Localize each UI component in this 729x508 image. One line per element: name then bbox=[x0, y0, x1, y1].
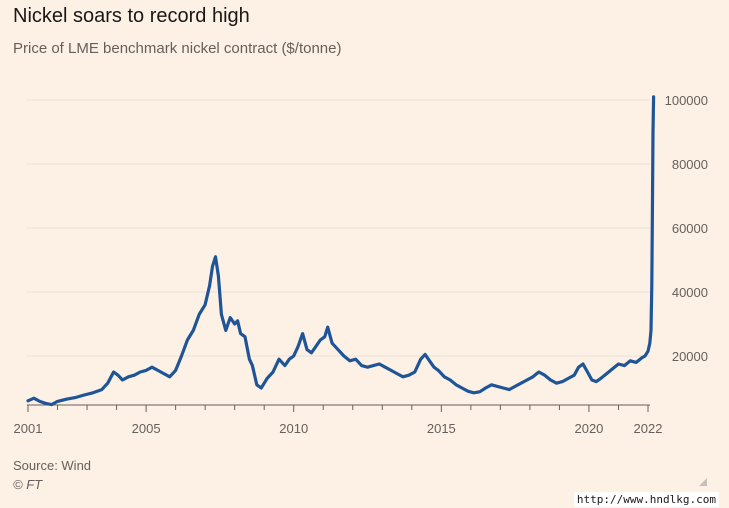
y-tick-label: 80000 bbox=[672, 157, 708, 172]
chart-subtitle: Price of LME benchmark nickel contract (… bbox=[13, 40, 342, 57]
resize-handle-icon[interactable] bbox=[699, 478, 707, 486]
watermark-url: http://www.hndlkg.com bbox=[573, 492, 719, 507]
y-tick-label: 60000 bbox=[672, 221, 708, 236]
y-tick-label: 100000 bbox=[665, 93, 708, 108]
x-tick-label: 2005 bbox=[132, 421, 161, 436]
series-line-nickel-price bbox=[26, 95, 656, 407]
x-tick-label: 2010 bbox=[279, 421, 308, 436]
y-tick-label: 20000 bbox=[672, 349, 708, 364]
source-note: Source: Wind bbox=[13, 458, 92, 473]
x-tick-label: 2001 bbox=[14, 421, 43, 436]
gridlines bbox=[27, 99, 650, 406]
copyright-note: © FT bbox=[13, 477, 43, 492]
series-layer bbox=[26, 95, 656, 407]
y-axis-ticks: 20000 40000 60000 80000 100000 bbox=[665, 93, 708, 364]
x-axis-ticks: 2001 2005 2010 2015 2020 2022 bbox=[14, 405, 663, 436]
y-tick-label: 40000 bbox=[672, 285, 708, 300]
x-tick-label: 2015 bbox=[427, 421, 456, 436]
chart-title: Nickel soars to record high bbox=[13, 5, 250, 27]
x-tick-label: 2020 bbox=[574, 421, 603, 436]
x-tick-label: 2022 bbox=[634, 421, 663, 436]
